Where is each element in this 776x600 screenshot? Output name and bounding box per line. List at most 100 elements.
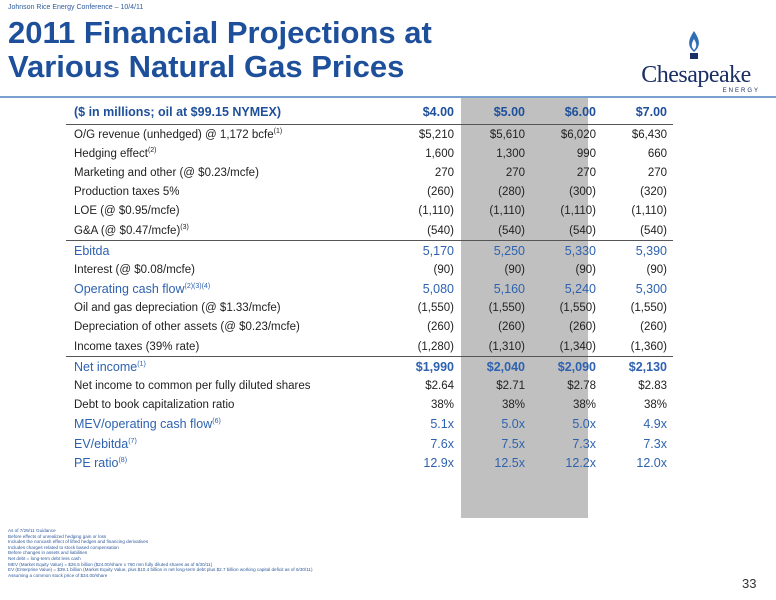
footnote-marker: (6) bbox=[212, 418, 221, 426]
row-label: Oil and gas depreciation (@ $1.33/mcfe) bbox=[66, 299, 389, 318]
value-cell: (90) bbox=[646, 263, 667, 276]
table-row: Net income(1) $1,990 $2,040 $2,090 $2,130 bbox=[66, 356, 673, 377]
value-cell: (1,550) bbox=[630, 302, 667, 315]
row-label: Income taxes (39% rate) bbox=[66, 337, 389, 357]
logo-wordmark: Chesapeake bbox=[641, 62, 751, 88]
row-label: Debt to book capitalization ratio bbox=[66, 396, 389, 415]
row-label-text: Net income bbox=[74, 359, 138, 374]
footnote-line: Before changes in assets and liabilities bbox=[8, 550, 88, 556]
value-cell: (260) bbox=[640, 321, 667, 334]
value-cell: 12.2x bbox=[565, 455, 596, 470]
row-label-text: Interest (@ $0.08/mcfe) bbox=[74, 263, 195, 276]
row-label-text: MEV/operating cash flow bbox=[74, 417, 213, 432]
value-cell: (540) bbox=[498, 224, 525, 237]
footnote-marker: (1) bbox=[273, 128, 283, 136]
footnote-line: As of 7/29/11 Guidance bbox=[8, 528, 56, 533]
footnote-marker: (1) bbox=[137, 360, 146, 368]
value-cell: $6,430 bbox=[631, 128, 667, 141]
value-cell: (300) bbox=[569, 186, 596, 199]
footnote-line: Includes the noncash effect of lifted he… bbox=[8, 539, 149, 545]
footnote-marker: (8) bbox=[118, 456, 128, 464]
row-label: Hedging effect(2) bbox=[66, 144, 389, 163]
table-row: Net income to common per fully diluted s… bbox=[66, 376, 673, 395]
value-cell: (1,550) bbox=[559, 302, 596, 315]
table-row: EV/ebitda(7) 7.6x 7.5x 7.3x 7.3x bbox=[66, 434, 673, 453]
price-column-header: $5.00 bbox=[460, 100, 531, 125]
value-cell: 5,160 bbox=[493, 282, 525, 297]
value-cell: (1,110) bbox=[418, 205, 454, 218]
value-cell: $6,020 bbox=[560, 128, 596, 141]
value-cell: 660 bbox=[647, 147, 667, 160]
value-cell: 5.1x bbox=[430, 417, 454, 432]
value-cell: (1,110) bbox=[489, 205, 525, 218]
row-label: Ebitda bbox=[66, 240, 389, 261]
footnote-marker: (2) bbox=[147, 147, 157, 155]
row-label: G&A (@ $0.47/mcfe)(3) bbox=[66, 221, 389, 241]
value-cell: $2.78 bbox=[567, 380, 596, 393]
table-row: MEV/operating cash flow(6) 5.1x 5.0x 5.0x 4.… bbox=[66, 415, 673, 434]
table-row: Oil and gas depreciation (@ $1.33/mcfe) (… bbox=[66, 299, 673, 318]
value-cell: 5,080 bbox=[422, 282, 454, 297]
row-label-text: Income taxes (39% rate) bbox=[74, 340, 200, 353]
table-row: Debt to book capitalization ratio 38% 38% 3… bbox=[66, 396, 673, 415]
value-cell: (1,310) bbox=[488, 340, 525, 353]
value-cell: 7.3x bbox=[643, 436, 667, 451]
table-row: PE ratio(8) 12.9x 12.5x 12.2x 12.0x bbox=[66, 453, 673, 472]
value-cell: (90) bbox=[504, 263, 525, 276]
value-cell: 38% bbox=[643, 399, 667, 412]
price-column-header: $4.00 bbox=[389, 100, 460, 125]
value-cell: 270 bbox=[434, 166, 454, 179]
row-label-text: Marketing and other (@ $0.23/mcfe) bbox=[74, 166, 259, 179]
value-cell: $2,040 bbox=[460, 356, 531, 377]
value-cell: (260) bbox=[427, 186, 454, 199]
table-header-row: ($ in millions; oil at $99.15 NYMEX) $4.0… bbox=[66, 100, 673, 125]
value-cell: 5,250 bbox=[460, 240, 531, 261]
row-label: EV/ebitda(7) bbox=[66, 434, 389, 453]
value-cell: 270 bbox=[505, 166, 525, 179]
value-cell: 990 bbox=[576, 147, 596, 160]
value-cell: (540) bbox=[640, 224, 667, 237]
table-row: Hedging effect(2) 1,600 1,300 990 660 bbox=[66, 144, 673, 163]
value-cell: $5,210 bbox=[418, 128, 454, 141]
header-rule bbox=[0, 96, 776, 98]
table-row: Depreciation of other assets (@ $0.23/mc… bbox=[66, 318, 673, 337]
row-label-text: Oil and gas depreciation (@ $1.33/mcfe) bbox=[74, 302, 281, 315]
row-label-text: Hedging effect bbox=[74, 148, 148, 161]
value-cell: 38% bbox=[501, 399, 525, 412]
row-label-text: Production taxes 5% bbox=[74, 186, 180, 199]
value-cell: (1,550) bbox=[417, 302, 454, 315]
value-cell: 38% bbox=[572, 399, 596, 412]
row-label: Net income to common per fully diluted s… bbox=[66, 376, 389, 395]
table-row: Production taxes 5% (260) (280) (300) (320) bbox=[66, 183, 673, 202]
table-header-label: ($ in millions; oil at $99.15 NYMEX) bbox=[66, 100, 389, 125]
value-cell: 12.0x bbox=[636, 455, 667, 470]
row-label-text: PE ratio bbox=[74, 455, 119, 470]
row-label: Marketing and other (@ $0.23/mcfe) bbox=[66, 163, 389, 182]
footnote-marker: (2)(3)(4) bbox=[184, 282, 211, 290]
conference-caption: Johnson Rice Energy Conference – 10/4/11 bbox=[8, 4, 144, 11]
value-cell: 7.3x bbox=[572, 436, 596, 451]
footnote-marker: (3) bbox=[180, 224, 189, 232]
value-cell: (1,550) bbox=[488, 302, 525, 315]
value-cell: (90) bbox=[575, 263, 596, 276]
table-row: Marketing and other (@ $0.23/mcfe) 270 270… bbox=[66, 163, 673, 182]
value-cell: (320) bbox=[640, 186, 667, 199]
row-label: Depreciation of other assets (@ $0.23/mc… bbox=[66, 318, 389, 337]
projections-table: ($ in millions; oil at $99.15 NYMEX) $4.0… bbox=[66, 100, 673, 472]
value-cell: (90) bbox=[433, 263, 454, 276]
highlight-columns bbox=[461, 98, 588, 518]
value-cell: $2.64 bbox=[425, 380, 454, 393]
value-cell: $2,130 bbox=[602, 356, 673, 377]
value-cell: (1,110) bbox=[560, 205, 596, 218]
row-label-text: O/G revenue (unhedged) @ 1,172 bcfe bbox=[74, 129, 274, 141]
value-cell: 270 bbox=[647, 166, 667, 179]
row-label: PE ratio(8) bbox=[66, 453, 389, 472]
row-label: Production taxes 5% bbox=[66, 183, 389, 202]
price-column-header: $6.00 bbox=[531, 100, 602, 125]
value-cell: (1,110) bbox=[631, 205, 667, 218]
logo-subtitle: ENERGY bbox=[722, 88, 760, 94]
value-cell: (540) bbox=[427, 224, 454, 237]
table-row: Ebitda 5,170 5,250 5,330 5,390 bbox=[66, 240, 673, 261]
footnote-line: Before effects of unrealized hedging gai… bbox=[8, 533, 107, 539]
value-cell: 5,240 bbox=[564, 282, 596, 297]
